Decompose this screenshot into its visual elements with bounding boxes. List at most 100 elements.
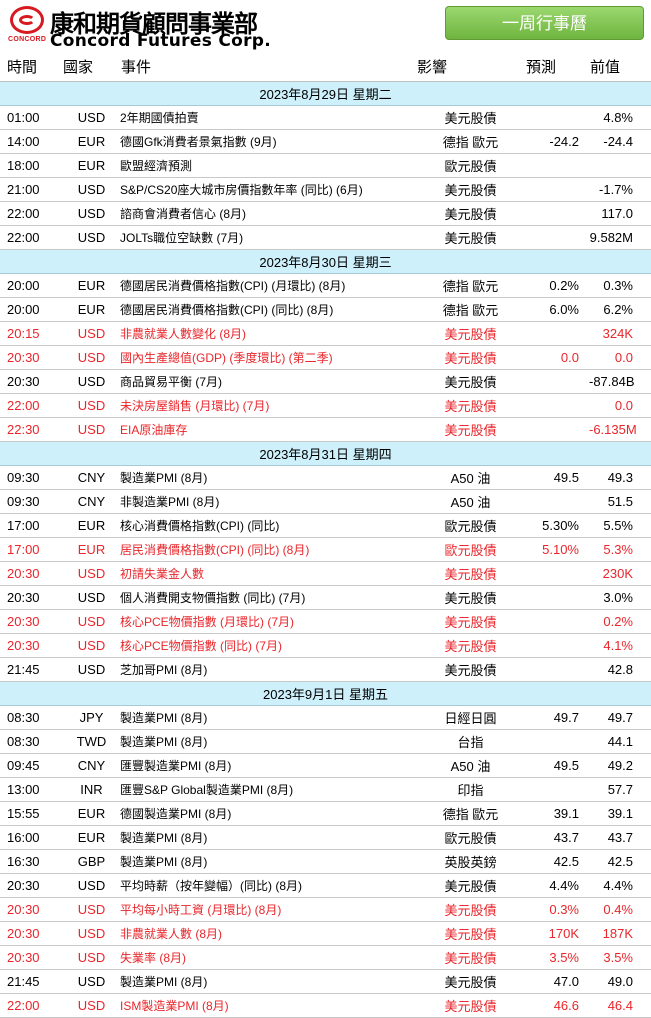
event-forecast: 43.7 <box>525 825 589 850</box>
event-country: USD <box>63 945 120 970</box>
event-forecast <box>525 561 589 586</box>
event-impact: 歐元股債 <box>416 825 525 850</box>
event-previous: 46.4 <box>589 993 651 1018</box>
event-name: 非農就業人數變化 (8月) <box>120 321 416 346</box>
event-row: 20:30 USD 國內生產總值(GDP) (季度環比) (第二季) 美元股債 0.0 0… <box>0 345 651 370</box>
event-previous: 42.8 <box>589 657 651 682</box>
event-forecast <box>525 321 589 346</box>
event-row: 22:00 USD ISM製造業PMI (8月) 美元股債 46.6 46.4 <box>0 993 651 1018</box>
event-time: 22:00 <box>0 393 63 418</box>
event-forecast: -24.2 <box>525 129 589 154</box>
event-previous: 49.0 <box>589 969 651 994</box>
event-name: 德國居民消費價格指數(CPI) (月環比) (8月) <box>120 273 416 298</box>
event-time: 22:00 <box>0 993 63 1018</box>
col-time-header: 時間 <box>0 52 63 82</box>
event-forecast <box>525 489 589 514</box>
event-previous: 5.5% <box>589 513 651 538</box>
event-previous: 5.3% <box>589 537 651 562</box>
event-row: 21:45 USD 製造業PMI (8月) 美元股債 47.0 49.0 <box>0 969 651 994</box>
event-time: 15:55 <box>0 801 63 826</box>
concord-logo-icon <box>10 6 44 34</box>
event-row: 20:30 USD 商品貿易平衡 (7月) 美元股債 -87.84B <box>0 369 651 394</box>
event-time: 09:30 <box>0 465 63 490</box>
event-impact: 印指 <box>416 777 525 802</box>
event-country: USD <box>63 369 120 394</box>
event-country: USD <box>63 969 120 994</box>
event-impact: 美元股債 <box>416 417 525 442</box>
event-row: 22:00 USD 未決房屋銷售 (月環比) (7月) 美元股債 0.0 <box>0 393 651 418</box>
event-country: EUR <box>63 537 120 562</box>
event-impact: 歐元股債 <box>416 153 525 178</box>
event-country: USD <box>63 873 120 898</box>
event-country: USD <box>63 921 120 946</box>
event-impact: 美元股債 <box>416 945 525 970</box>
event-row: 22:30 USD EIA原油庫存 美元股債 -6.135M <box>0 417 651 442</box>
event-name: 失業率 (8月) <box>120 945 416 970</box>
event-previous: -1.7% <box>589 177 651 202</box>
event-forecast: 46.6 <box>525 993 589 1018</box>
event-previous: 324K <box>589 321 651 346</box>
event-name: 居民消費價格指數(CPI) (同比) (8月) <box>120 537 416 562</box>
event-row: 22:00 USD 諮商會消費者信心 (8月) 美元股債 117.0 <box>0 201 651 226</box>
event-row: 20:30 USD 平均時薪（按年變幅）(同比) (8月) 美元股債 4.4% 4.4% <box>0 873 651 898</box>
event-forecast <box>525 393 589 418</box>
event-country: CNY <box>63 489 120 514</box>
event-time: 20:30 <box>0 585 63 610</box>
event-country: EUR <box>63 825 120 850</box>
event-name: 德國居民消費價格指數(CPI) (同比) (8月) <box>120 297 416 322</box>
event-impact: 德指 歐元 <box>416 297 525 322</box>
event-forecast: 170K <box>525 921 589 946</box>
event-name: 未決房屋銷售 (月環比) (7月) <box>120 393 416 418</box>
event-country: USD <box>63 657 120 682</box>
event-time: 20:30 <box>0 609 63 634</box>
event-impact: 美元股債 <box>416 585 525 610</box>
event-country: USD <box>63 105 120 130</box>
event-country: EUR <box>63 129 120 154</box>
event-impact: 美元股債 <box>416 105 525 130</box>
weekly-calendar-button[interactable]: 一周行事曆 <box>445 6 644 40</box>
date-label: 2023年8月30日 星期三 <box>0 249 651 274</box>
event-row: 20:00 EUR 德國居民消費價格指數(CPI) (月環比) (8月) 德指 歐元 0… <box>0 273 651 298</box>
event-impact: 美元股債 <box>416 609 525 634</box>
event-impact: 日經日圓 <box>416 705 525 730</box>
date-row: 2023年8月30日 星期三 <box>0 249 651 274</box>
event-country: TWD <box>63 729 120 754</box>
event-name: 核心PCE物價指數 (同比) (7月) <box>120 633 416 658</box>
event-impact: 美元股債 <box>416 393 525 418</box>
event-previous: -87.84B <box>589 369 651 394</box>
calendar-body: 2023年8月29日 星期二 01:00 USD 2年期國債拍賣 美元股債 4.8% 14:… <box>0 81 651 1018</box>
event-name: 諮商會消費者信心 (8月) <box>120 201 416 226</box>
event-time: 20:30 <box>0 633 63 658</box>
event-time: 20:30 <box>0 345 63 370</box>
col-previous-header: 前值 <box>589 52 651 82</box>
col-forecast-header: 預測 <box>525 52 589 82</box>
event-time: 21:45 <box>0 657 63 682</box>
event-impact: 美元股債 <box>416 345 525 370</box>
event-impact: 美元股債 <box>416 657 525 682</box>
event-forecast <box>525 225 589 250</box>
event-country: USD <box>63 993 120 1018</box>
event-time: 08:30 <box>0 729 63 754</box>
event-impact: 美元股債 <box>416 201 525 226</box>
event-time: 16:00 <box>0 825 63 850</box>
event-previous: 44.1 <box>589 729 651 754</box>
event-previous: 0.4% <box>589 897 651 922</box>
event-name: 非製造業PMI (8月) <box>120 489 416 514</box>
event-row: 20:30 USD 非農就業人數 (8月) 美元股債 170K 187K <box>0 921 651 946</box>
event-impact: 美元股債 <box>416 177 525 202</box>
date-row: 2023年8月31日 星期四 <box>0 441 651 466</box>
event-name: 平均每小時工資 (月環比) (8月) <box>120 897 416 922</box>
event-impact: 美元股債 <box>416 873 525 898</box>
table-header-row: 時間 國家 事件 影響 預測 前值 <box>0 52 651 82</box>
event-row: 20:30 USD 失業率 (8月) 美元股債 3.5% 3.5% <box>0 945 651 970</box>
event-time: 16:30 <box>0 849 63 874</box>
event-row: 09:45 CNY 匯豐製造業PMI (8月) A50 油 49.5 49.2 <box>0 753 651 778</box>
event-name: 商品貿易平衡 (7月) <box>120 369 416 394</box>
event-country: USD <box>63 417 120 442</box>
event-row: 08:30 JPY 製造業PMI (8月) 日經日圓 49.7 49.7 <box>0 705 651 730</box>
event-row: 13:00 INR 匯豐S&P Global製造業PMI (8月) 印指 57.7 <box>0 777 651 802</box>
event-impact: 美元股債 <box>416 561 525 586</box>
event-forecast: 3.5% <box>525 945 589 970</box>
event-previous: 0.3% <box>589 273 651 298</box>
event-previous: 39.1 <box>589 801 651 826</box>
